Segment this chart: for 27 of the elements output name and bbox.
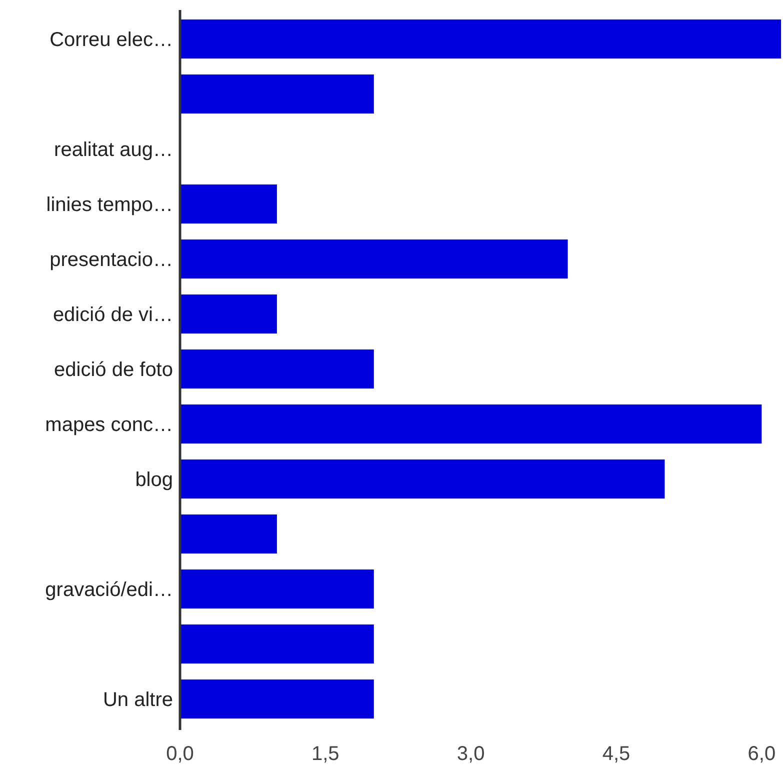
y-tick-label: edició de vi… [52,304,173,326]
y-tick-label: realitat aug… [54,139,173,161]
y-tick-label: mapes conc… [45,414,173,436]
bar [180,294,277,334]
y-tick-label: blog [135,469,173,491]
x-tick-label: 6,0 [748,743,776,765]
bar [180,679,374,719]
bar [180,239,568,279]
bar [180,514,277,554]
bar [180,74,374,114]
bar [180,624,374,664]
x-tick-label: 1,5 [312,743,340,765]
x-tick-label: 3,0 [456,743,485,765]
x-tick-label: 4,5 [602,743,630,765]
y-tick-label: Un altre [102,689,173,711]
bar [180,19,782,59]
bar [180,459,665,499]
bar [180,349,374,389]
y-tick-label: Correu elec… [50,29,173,51]
y-tick-label: presentacio… [50,249,173,271]
y-tick-label: edició de foto [54,359,173,381]
bar [180,184,277,224]
y-tick-label: linies tempo… [46,194,173,216]
y-tick-label: gravació/edi… [45,579,173,601]
x-tick-label: 0,0 [166,743,194,765]
bar [180,404,762,444]
bar [180,569,374,609]
